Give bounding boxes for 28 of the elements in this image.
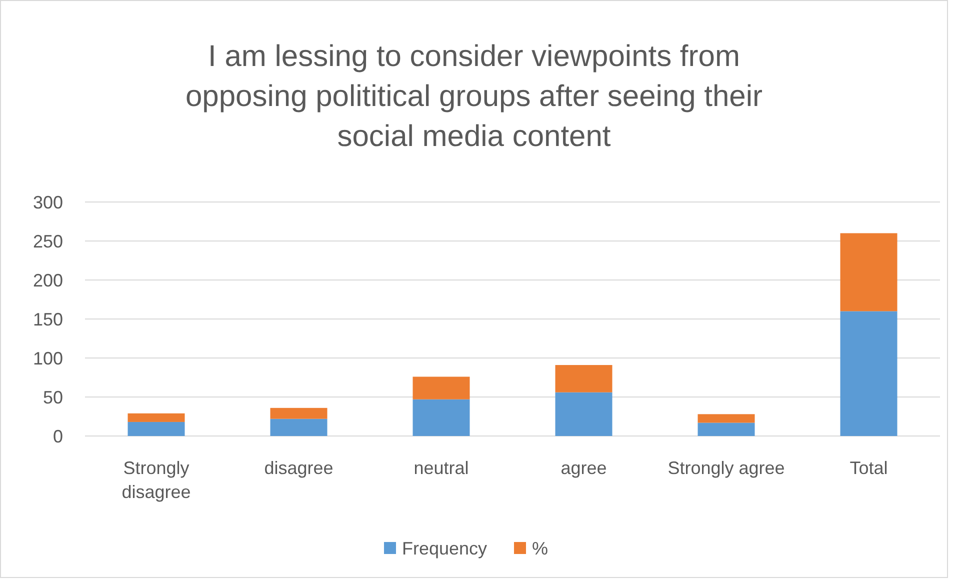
- bar: [412, 399, 470, 436]
- legend-label: %: [532, 538, 548, 558]
- bar: [555, 365, 612, 392]
- chart-title: I am lessing to consider viewpoints from opposing polititical groups after seeing their social media content: [185, 40, 763, 153]
- bar: [128, 422, 185, 436]
- x-tick-label: agree: [560, 458, 607, 478]
- bar: [270, 408, 328, 419]
- y-tick-label: 150: [32, 309, 63, 330]
- x-tick-label: Total: [850, 458, 888, 478]
- bar: [128, 413, 185, 422]
- bar: [412, 376, 470, 400]
- y-tick-label: 50: [42, 387, 63, 408]
- y-tick-label: 250: [32, 231, 63, 252]
- x-tick-label: disagree: [264, 458, 334, 478]
- bar: [698, 422, 755, 436]
- bar: [840, 311, 898, 436]
- bar: [698, 414, 755, 423]
- bar: [270, 418, 328, 436]
- x-tick-label: Strongly disagree: [122, 458, 191, 502]
- y-tick-label: 0: [52, 426, 63, 446]
- y-tick-label: 200: [32, 270, 63, 290]
- bar: [840, 233, 898, 312]
- legend-label: Frequency: [402, 538, 488, 558]
- y-tick-label: 300: [32, 192, 63, 212]
- bar: [555, 392, 612, 436]
- y-tick-label: 100: [32, 348, 63, 368]
- x-tick-label: Strongly agree: [668, 458, 785, 478]
- x-tick-label: neutral: [414, 458, 469, 478]
